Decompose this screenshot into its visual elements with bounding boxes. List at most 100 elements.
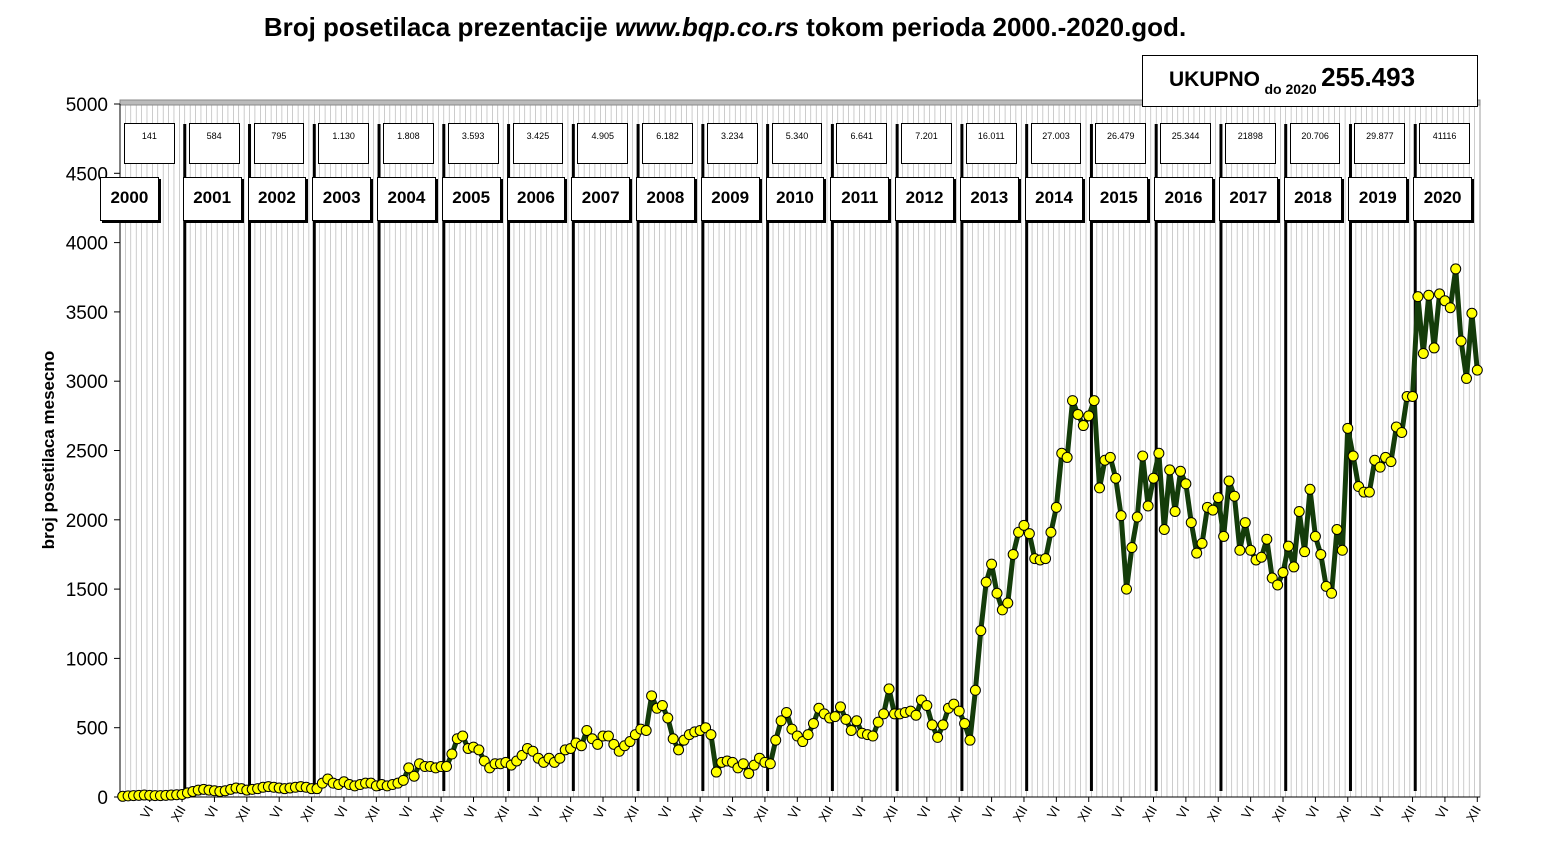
- data-point: [1450, 263, 1462, 275]
- data-point: [1110, 472, 1122, 484]
- data-point: [1417, 347, 1429, 359]
- x-tick-label: VI: [1303, 803, 1322, 821]
- data-point: [1174, 465, 1186, 477]
- y-axis-label: broj posetilaca mesecno: [39, 351, 58, 549]
- data-point: [1342, 422, 1354, 434]
- data-point: [926, 719, 938, 731]
- data-point: [1293, 505, 1305, 517]
- title-suffix: tokom perioda 2000.-2020.god.: [806, 12, 1186, 42]
- data-point: [775, 715, 787, 727]
- data-point: [1347, 450, 1359, 462]
- data-point: [867, 730, 879, 742]
- data-point: [1126, 542, 1138, 554]
- x-tick-label: XII: [1463, 803, 1484, 824]
- year-total: 26.479: [1095, 123, 1147, 164]
- x-tick-label: VI: [267, 803, 286, 821]
- year-total: 25.344: [1160, 123, 1211, 164]
- data-point: [1466, 307, 1478, 319]
- data-point: [1023, 528, 1035, 540]
- year-total: 1.808: [383, 123, 434, 164]
- total-label: UKUPNO: [1169, 68, 1261, 91]
- data-point: [1412, 291, 1424, 303]
- x-tick-label: XII: [168, 803, 189, 824]
- data-point: [840, 713, 852, 725]
- data-point: [403, 762, 415, 774]
- data-point: [1169, 505, 1181, 517]
- data-point: [1331, 524, 1343, 536]
- data-point: [845, 724, 857, 736]
- data-point: [1255, 551, 1267, 563]
- data-point: [1223, 475, 1235, 487]
- data-point: [1088, 395, 1100, 407]
- data-point: [554, 752, 566, 764]
- data-point: [1363, 486, 1375, 498]
- year-total: 141: [124, 123, 175, 164]
- x-tick-label: VI: [396, 803, 415, 821]
- year-label: 2018: [1283, 177, 1343, 221]
- data-point: [1288, 561, 1300, 573]
- data-point: [1040, 553, 1052, 565]
- data-point: [834, 701, 846, 713]
- data-point: [1218, 530, 1230, 542]
- x-tick-label: XII: [1269, 803, 1290, 824]
- chart-title: Broj posetilaca prezentacije www.bqp.co.…: [264, 12, 1186, 42]
- data-point: [959, 718, 971, 730]
- year-label: 2017: [1218, 177, 1278, 221]
- data-point: [575, 740, 587, 752]
- data-point: [1336, 544, 1348, 556]
- x-tick-label: XII: [1139, 803, 1160, 824]
- data-point: [1407, 390, 1419, 402]
- x-tick-label: VI: [331, 803, 350, 821]
- year-total: 3.234: [706, 123, 758, 164]
- data-point: [662, 712, 674, 724]
- year-total: 6.182: [642, 123, 693, 164]
- data-point: [710, 766, 722, 778]
- y-tick-label: 1500: [66, 580, 108, 601]
- data-point: [807, 718, 819, 730]
- data-point: [1212, 492, 1224, 504]
- data-point: [581, 724, 593, 736]
- data-point: [705, 729, 717, 741]
- data-point: [829, 711, 841, 723]
- year-total: 3.425: [512, 123, 564, 164]
- data-point: [473, 744, 485, 756]
- data-point: [1315, 548, 1327, 560]
- year-total: 29.877: [1354, 123, 1406, 164]
- data-point: [1471, 364, 1483, 376]
- x-tick-label: XII: [686, 803, 707, 824]
- data-point: [397, 774, 409, 786]
- data-point: [937, 719, 949, 731]
- year-total: 795: [253, 123, 305, 164]
- data-point: [446, 748, 458, 760]
- data-point: [975, 625, 987, 637]
- year-total: 1.130: [318, 123, 370, 164]
- year-label: 2010: [765, 177, 825, 221]
- year-label: 2012: [895, 177, 954, 221]
- data-point: [1094, 482, 1106, 494]
- x-tick-label: VI: [850, 803, 869, 821]
- data-point: [457, 730, 469, 742]
- top-hatch: [119, 99, 1481, 106]
- data-point: [1061, 451, 1073, 463]
- data-point: [1245, 544, 1257, 556]
- x-tick-label: VI: [526, 803, 545, 821]
- data-point: [1185, 517, 1197, 529]
- y-tick-label: 500: [76, 719, 108, 740]
- data-point: [1239, 517, 1251, 529]
- year-label: 2020: [1413, 177, 1472, 221]
- year-label: 2001: [182, 177, 242, 221]
- data-point: [1196, 537, 1208, 549]
- x-tick-label: XII: [880, 803, 901, 824]
- data-point: [953, 705, 965, 717]
- data-point: [1153, 447, 1165, 459]
- y-tick-label: 3000: [66, 372, 108, 393]
- x-tick-label: VI: [914, 803, 933, 821]
- title-main: Broj posetilaca prezentacije: [264, 12, 608, 42]
- data-point: [1072, 408, 1084, 420]
- total-sub: do 2020: [1264, 81, 1317, 97]
- x-tick-label: XII: [362, 803, 383, 824]
- x-tick-label: VI: [1044, 803, 1063, 821]
- data-point: [1050, 501, 1062, 513]
- data-point: [1104, 451, 1116, 463]
